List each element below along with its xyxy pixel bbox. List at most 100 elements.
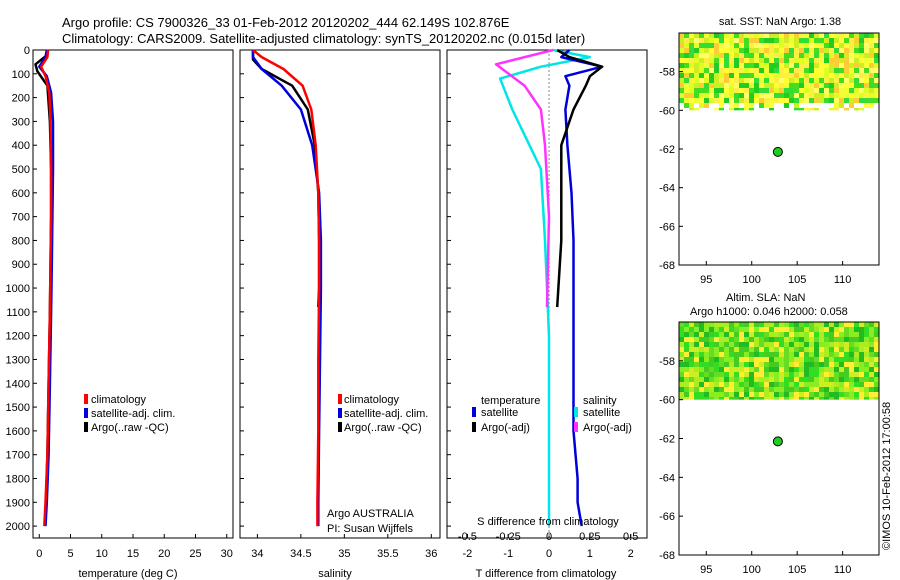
sla-field-cell — [784, 382, 789, 387]
legend-swatch-argo — [84, 422, 88, 432]
sla-field-cell — [709, 322, 714, 327]
depth-tick-label: 1500 — [6, 402, 30, 414]
sst-field-cell — [689, 103, 694, 108]
sla-field-cell — [744, 327, 749, 332]
sst-field-cell — [759, 43, 764, 48]
sla-field-cell — [799, 327, 804, 332]
sla-field-cell — [724, 362, 729, 367]
sst-field-cell — [684, 78, 689, 83]
x-tick-label: 25 — [189, 548, 201, 560]
sla-field-cell — [839, 357, 844, 362]
sla-field-cell — [809, 387, 814, 392]
sst-field-cell — [834, 93, 839, 98]
sst-field-cell — [764, 53, 769, 58]
sla-field-cell — [869, 397, 874, 400]
sla-field-cell — [739, 352, 744, 357]
sst-field-cell — [714, 43, 719, 48]
sla-field-cell — [819, 387, 824, 392]
sst-field-cell — [864, 58, 869, 63]
sst-field-cell — [834, 53, 839, 58]
depth-tick-label: 500 — [12, 164, 30, 176]
sst-field-cell — [874, 78, 879, 83]
sst-field-cell — [769, 88, 774, 93]
series-line-climatology — [252, 49, 321, 527]
sst-field-cell — [814, 93, 819, 98]
sst-field-cell — [714, 53, 719, 58]
sla-field-cell — [699, 322, 704, 327]
sla-field-cell — [679, 387, 684, 392]
sla-field-cell — [794, 322, 799, 327]
sst-field-cell — [824, 93, 829, 98]
sst-lat-tick-label: -58 — [659, 67, 675, 79]
sst-field-cell — [844, 73, 849, 78]
sla-field-cell — [869, 352, 874, 357]
sla-field-cell — [809, 347, 814, 352]
sla-field-cell — [869, 337, 874, 342]
sst-field-cell — [714, 33, 719, 38]
depth-tick-label: 700 — [12, 212, 30, 224]
sst-field-cell — [769, 108, 774, 111]
sst-field-cell — [859, 93, 864, 98]
sla-field-cell — [784, 387, 789, 392]
sla-field-cell — [824, 362, 829, 367]
sst-field-cell — [859, 33, 864, 38]
sla-field-cell — [759, 397, 764, 400]
sst-lat-tick-label: -68 — [659, 260, 675, 272]
sst-field-cell — [684, 93, 689, 98]
sla-field-cell — [694, 332, 699, 337]
sla-field-cell — [739, 392, 744, 397]
sla-lat-tick-label: -58 — [659, 356, 675, 368]
sst-field-cell — [869, 53, 874, 58]
legend-swatch-t-satellite — [472, 407, 476, 417]
temperature-x-label: temperature (deg C) — [78, 568, 177, 580]
sla-field-cell — [864, 382, 869, 387]
legend-label-climatology: climatology — [344, 394, 400, 406]
sla-field-cell — [834, 372, 839, 377]
sla-field-cell — [784, 362, 789, 367]
sla-field-cell — [809, 352, 814, 357]
sst-field-cell — [779, 73, 784, 78]
sla-field-cell — [749, 342, 754, 347]
sst-field-cell — [749, 73, 754, 78]
sst-field-cell — [839, 38, 844, 43]
sst-lon-tick-label: 110 — [834, 274, 852, 286]
sst-field-cell — [864, 38, 869, 43]
sla-field-cell — [679, 362, 684, 367]
sla-field-cell — [809, 357, 814, 362]
sst-field-cell — [759, 38, 764, 43]
sst-field-cell — [789, 93, 794, 98]
sst-field-cell — [869, 103, 874, 108]
sla-field-cell — [719, 357, 724, 362]
sst-field-cell — [829, 108, 834, 111]
sla-field-cell — [764, 397, 769, 400]
sla-field-cell — [759, 342, 764, 347]
sst-field-cell — [829, 88, 834, 93]
sst-field-cell — [699, 38, 704, 43]
sla-field-cell — [854, 327, 859, 332]
sla-field-cell — [824, 387, 829, 392]
sla-field-cell — [799, 362, 804, 367]
sst-field-cell — [809, 108, 814, 111]
sla-field-cell — [739, 387, 744, 392]
sst-field-cell — [744, 33, 749, 38]
sst-field-cell — [849, 98, 854, 103]
sla-field-cell — [864, 322, 869, 327]
sst-field-cell — [749, 58, 754, 63]
sla-field-cell — [869, 327, 874, 332]
sst-field-cell — [749, 103, 754, 108]
sst-field-cell — [729, 63, 734, 68]
sla-field-cell — [874, 347, 879, 352]
sst-field-cell — [789, 73, 794, 78]
sst-field-cell — [769, 78, 774, 83]
sla-field-cell — [834, 382, 839, 387]
sla-field-cell — [794, 357, 799, 362]
sla-field-cell — [794, 327, 799, 332]
sla-field-cell — [769, 362, 774, 367]
sst-field-cell — [764, 63, 769, 68]
sst-field-cell — [854, 73, 859, 78]
sst-field-cell — [814, 108, 819, 111]
sst-field-cell — [694, 68, 699, 73]
sla-field-cell — [734, 337, 739, 342]
sla-field-cell — [859, 332, 864, 337]
sst-field-cell — [809, 73, 814, 78]
